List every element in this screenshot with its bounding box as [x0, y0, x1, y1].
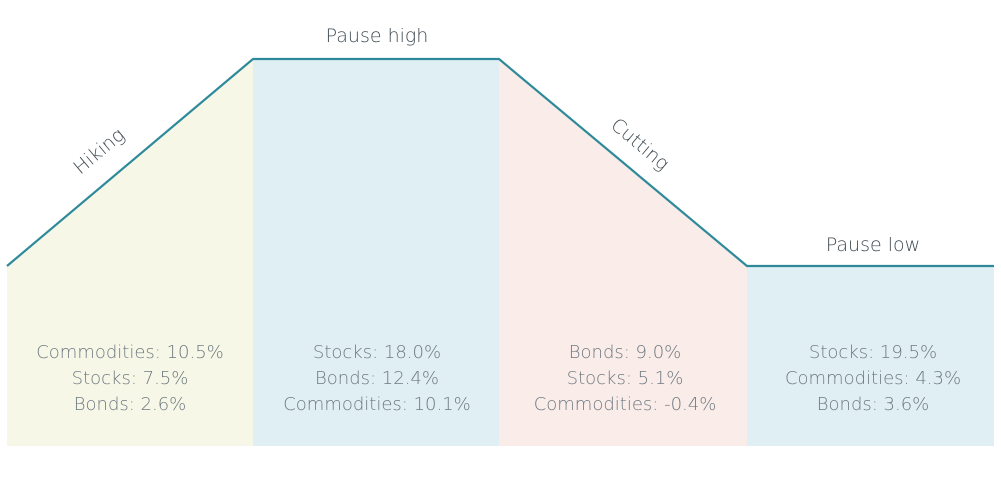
pause-low-stat-3: Bonds: 3.6% [817, 394, 930, 415]
pause-high-region [253, 59, 499, 446]
hiking-region [7, 59, 253, 446]
hiking-stat-1: Commodities: 10.5% [36, 342, 224, 363]
pause-high-stat-2: Bonds: 12.4% [315, 368, 439, 389]
phase-title-pause-high: Pause high [326, 25, 429, 47]
cutting-stat-1: Bonds: 9.0% [569, 342, 682, 363]
pause-low-stat-2: Commodities: 4.3% [785, 368, 961, 389]
rate-path-line [6, 57, 994, 268]
cutting-region [499, 59, 747, 446]
phase-title-pause-low: Pause low [826, 234, 920, 256]
hiking-stat-3: Bonds: 2.6% [74, 394, 187, 415]
hiking-stat-2: Stocks: 7.5% [72, 368, 189, 389]
cutting-stat-2: Stocks: 5.1% [567, 368, 684, 389]
pause-low-region [747, 266, 994, 446]
pause-high-stat-3: Commodities: 10.1% [283, 394, 471, 415]
pause-high-stat-1: Stocks: 18.0% [313, 342, 441, 363]
cutting-stat-3: Commodities: -0.4% [534, 394, 717, 415]
pause-low-stat-1: Stocks: 19.5% [809, 342, 937, 363]
